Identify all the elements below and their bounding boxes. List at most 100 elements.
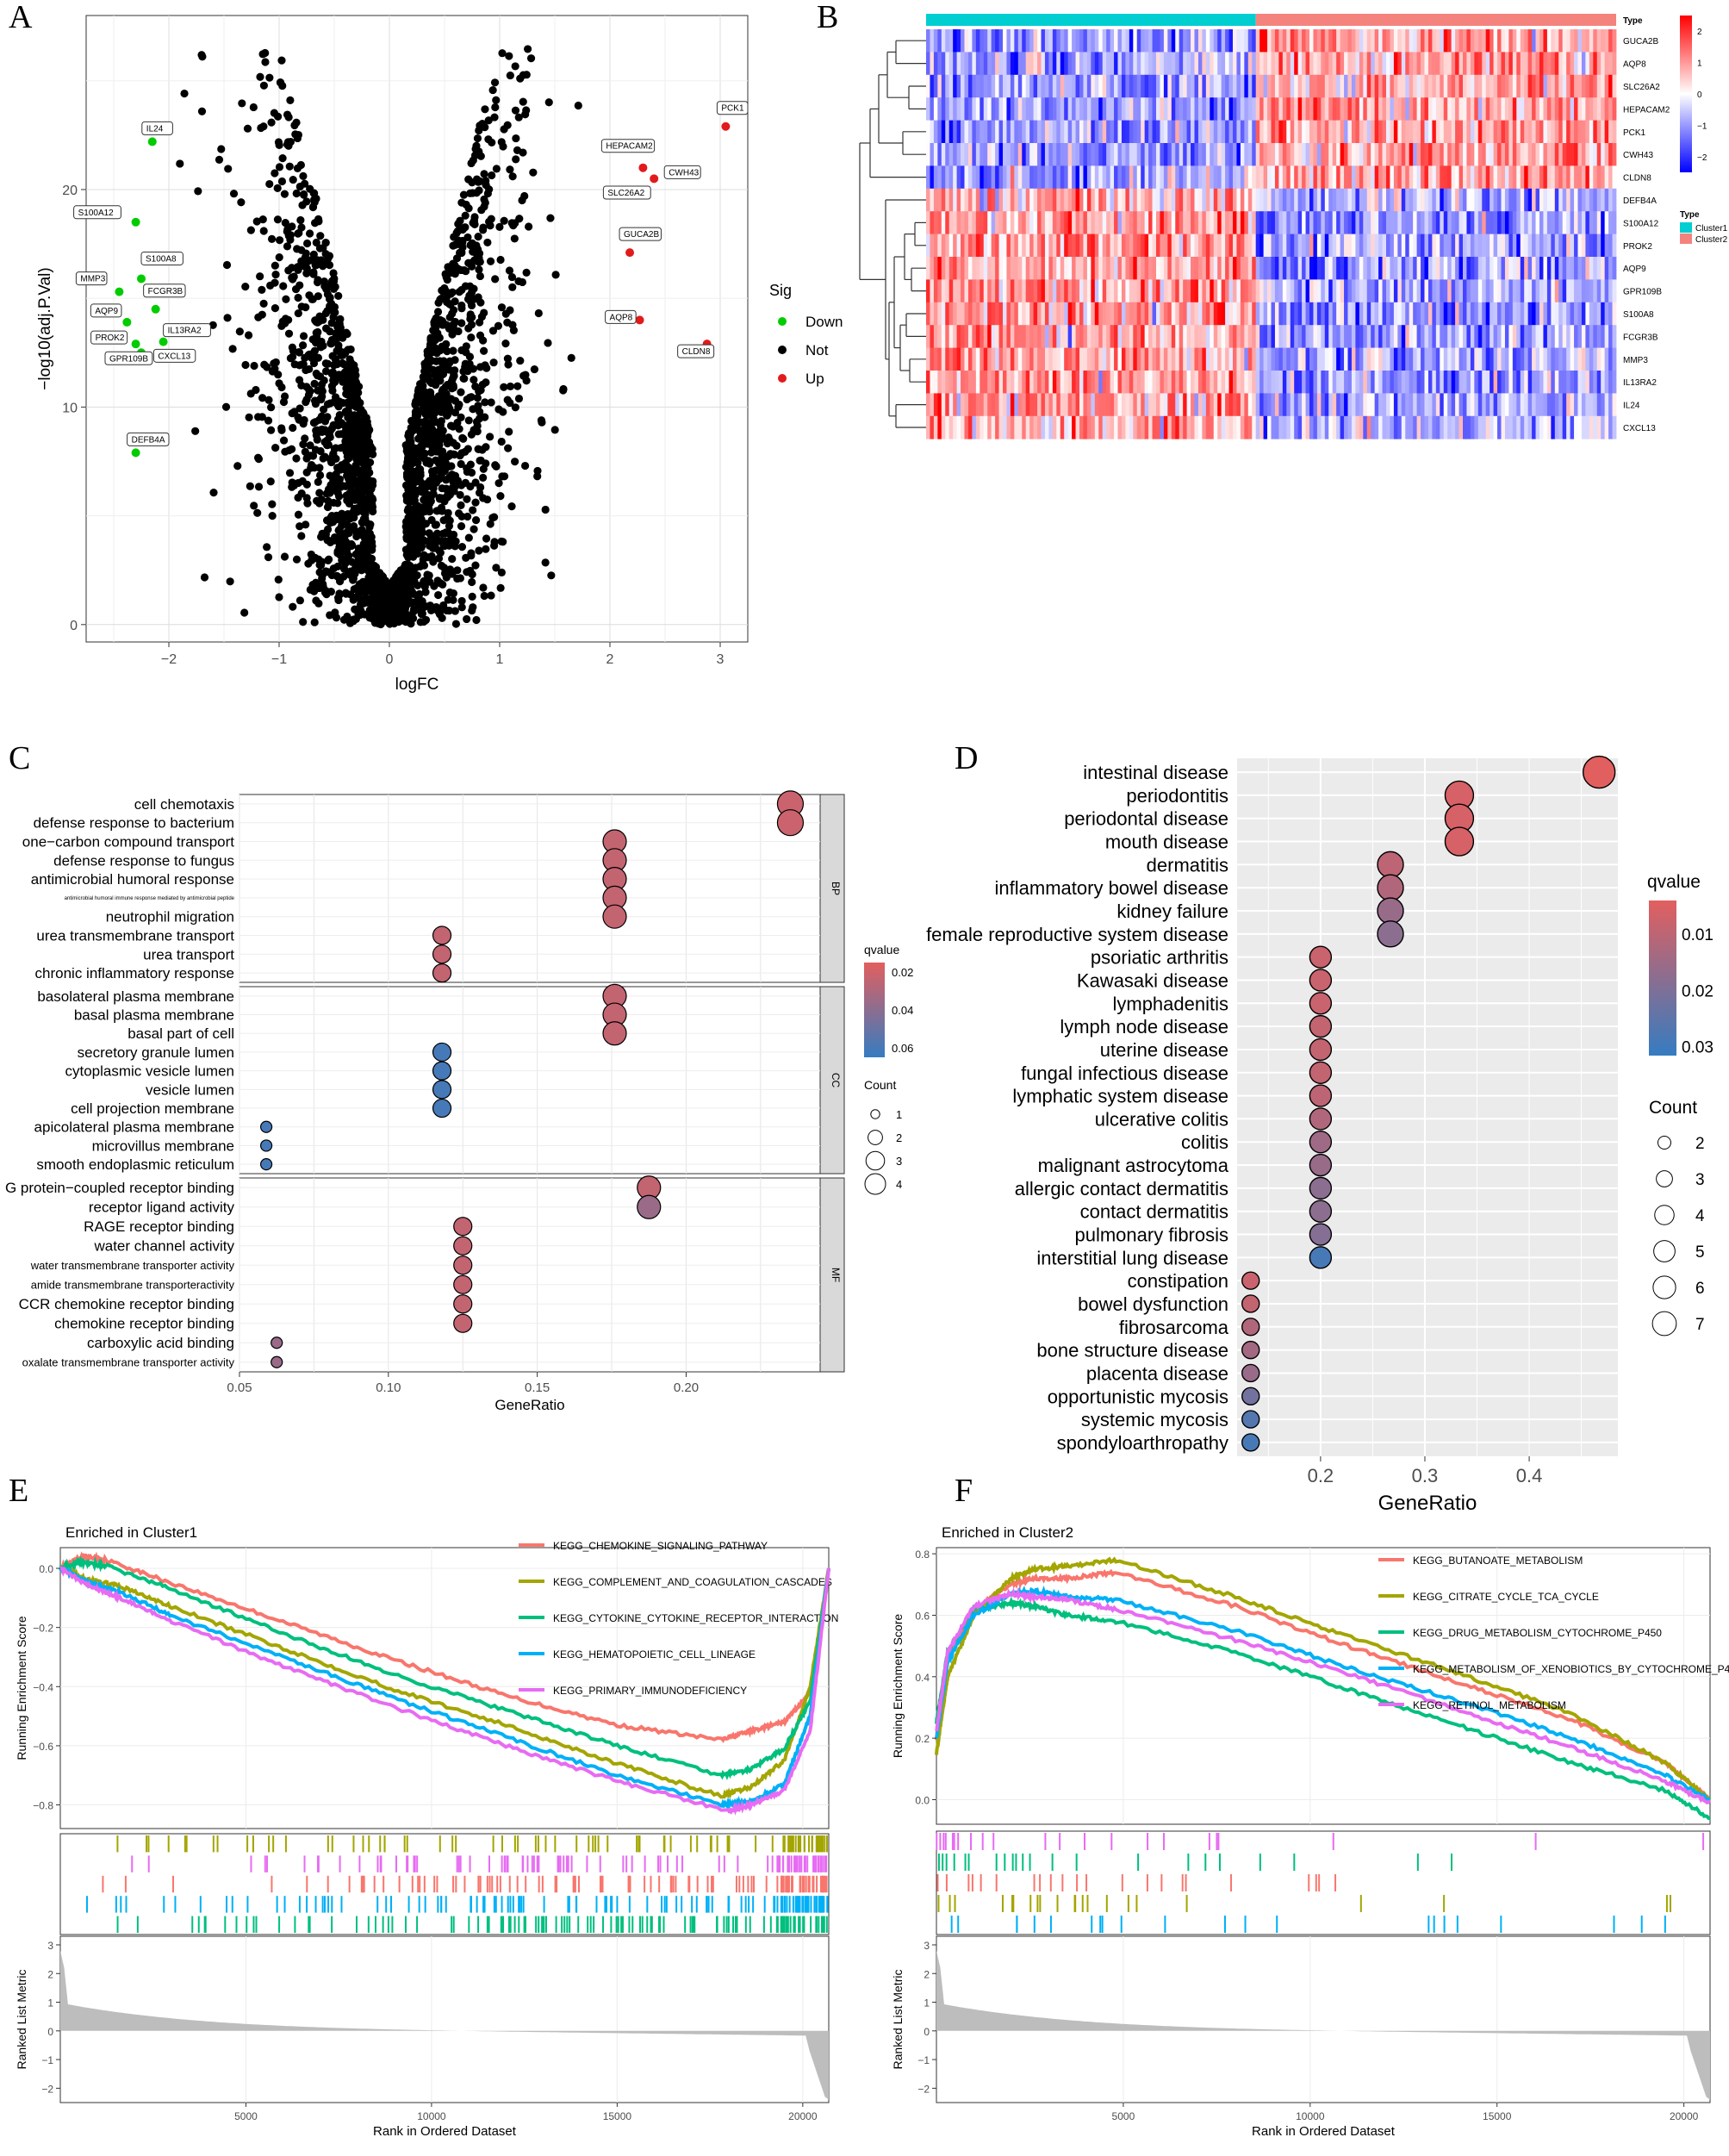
heat-cell	[1574, 188, 1578, 212]
heat-cell	[1121, 120, 1126, 144]
heat-cell	[1477, 279, 1483, 303]
heat-cell	[1017, 74, 1023, 98]
heat-cell	[1197, 143, 1203, 166]
heat-cell	[1455, 143, 1459, 166]
heat-cell	[1202, 74, 1207, 98]
heat-cell	[1271, 120, 1276, 144]
heat-cell	[948, 211, 954, 234]
heat-cell	[1596, 188, 1602, 212]
heat-cell	[1382, 234, 1387, 258]
heat-cell	[1194, 29, 1199, 53]
heat-cell	[1263, 302, 1268, 326]
heat-cell	[1359, 257, 1364, 280]
heat-cell	[980, 257, 985, 280]
heat-cell	[1313, 143, 1318, 166]
heat-cell	[1344, 234, 1348, 258]
heat-cell	[1156, 165, 1160, 190]
heat-cell	[1259, 234, 1264, 258]
not-point	[180, 89, 189, 98]
heat-cell	[1148, 120, 1153, 144]
not-point	[421, 588, 430, 596]
heat-cell	[1570, 74, 1575, 98]
heat-cell	[1125, 279, 1130, 303]
heat-cell	[1324, 279, 1329, 303]
not-point	[275, 593, 283, 601]
heat-cell	[1336, 234, 1340, 258]
heat-cell	[1371, 279, 1376, 303]
heat-cell	[1163, 279, 1168, 303]
heat-cell	[1141, 74, 1146, 98]
heat-cell	[967, 74, 973, 98]
not-point	[368, 600, 377, 608]
heat-cell	[1014, 279, 1019, 303]
point-label: SLC26A2	[607, 189, 644, 198]
not-point	[304, 559, 313, 568]
heat-cell	[1416, 165, 1421, 190]
heat-cell	[1075, 302, 1080, 326]
heat-cell	[1191, 279, 1195, 303]
heat-cell	[1244, 120, 1249, 144]
x-tick-label: 1	[496, 652, 504, 667]
heat-cell	[967, 211, 973, 234]
heat-cell	[1121, 29, 1126, 53]
heat-cell	[1440, 120, 1445, 144]
not-point	[319, 454, 327, 463]
heat-cell	[967, 97, 973, 121]
heat-cell	[1593, 143, 1598, 166]
heat-cell	[1247, 97, 1253, 121]
heat-cell	[1267, 165, 1272, 190]
heat-cell	[1424, 97, 1429, 121]
not-point	[286, 96, 295, 104]
heat-cell	[1148, 74, 1153, 98]
heat-cell	[1443, 74, 1448, 98]
heat-cell	[1271, 188, 1276, 212]
heat-cell	[1570, 211, 1575, 234]
heat-cell	[1271, 302, 1276, 326]
not-point	[345, 498, 354, 508]
heat-cell	[975, 29, 980, 53]
not-point	[448, 309, 457, 318]
not-point	[358, 526, 366, 534]
heat-cell	[1225, 97, 1229, 121]
heat-cell	[1221, 188, 1226, 212]
heat-cell	[956, 188, 961, 212]
heat-cell	[1136, 188, 1141, 212]
heat-cell	[1470, 74, 1475, 98]
heat-cell	[987, 165, 992, 190]
heat-cell	[983, 211, 988, 234]
heat-cell	[1401, 257, 1406, 280]
heat-cell	[1121, 74, 1126, 98]
heat-cell	[1048, 165, 1054, 190]
heat-cell	[1029, 97, 1034, 121]
heat-cell	[1520, 279, 1525, 303]
heat-cell	[972, 29, 977, 53]
heat-cell	[1075, 74, 1080, 98]
heat-cell	[1413, 211, 1417, 234]
heat-cell	[1374, 302, 1379, 326]
heat-cell	[1474, 120, 1479, 144]
heat-cell	[1302, 279, 1306, 303]
not-point	[278, 153, 287, 163]
heat-cell	[1086, 257, 1092, 280]
heat-cell	[1427, 279, 1433, 303]
heat-cell	[1175, 52, 1180, 76]
heat-cell	[1191, 188, 1195, 212]
heat-cell	[1451, 74, 1456, 98]
heat-cell	[1141, 234, 1146, 258]
heat-cell	[1129, 302, 1134, 326]
heat-cell	[1003, 120, 1007, 144]
heat-cell	[1114, 74, 1118, 98]
not-point	[444, 380, 452, 389]
heat-cell	[1029, 52, 1034, 76]
not-point	[309, 587, 319, 595]
not-point	[475, 318, 484, 327]
heat-cell	[1271, 234, 1276, 258]
heat-cell	[967, 279, 973, 303]
not-point	[451, 297, 459, 306]
heat-cell	[1371, 74, 1376, 98]
heat-cell	[1532, 234, 1536, 258]
heat-cell	[1497, 29, 1502, 53]
heat-cell	[1347, 74, 1353, 98]
heat-cell	[1003, 279, 1007, 303]
heat-cell	[1527, 143, 1533, 166]
